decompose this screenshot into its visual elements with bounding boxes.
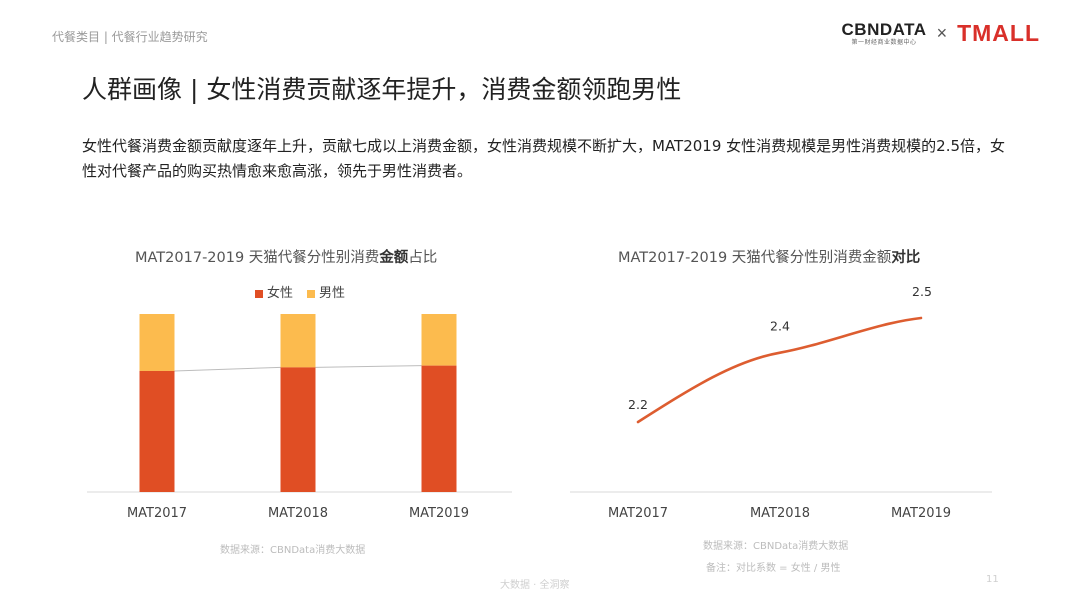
footer-text: 大数据 · 全洞察 [500,580,570,591]
line-chart-title-prefix: MAT2017-2019 天猫代餐分性别消费金额 [618,250,892,266]
logo-group: CBNDATA 第一财经商业数据中心 × TMALL [842,20,1040,47]
cbndata-logo: CBNDATA 第一财经商业数据中心 [841,19,927,47]
bar-chart-title: MAT2017-2019 天猫代餐分性别消费金额占比 [135,246,437,267]
bar-connector-1 [174,366,281,372]
legend-label-male: 男性 [319,286,346,301]
bar-chart-source: 数据来源：CBNData消费大数据 [220,545,366,556]
line-x-tick-MAT2019: MAT2019 [891,506,951,521]
bar-x-tick-MAT2018: MAT2018 [268,506,328,521]
bar-male-MAT2018 [280,314,316,368]
bar-chart-title-suffix: 占比 [408,250,438,266]
line-series [636,316,923,424]
legend-label-female: 女性 [267,286,294,301]
line-data-label-MAT2019: 2.5 [912,284,932,299]
line-chart-title-bold: 对比 [891,250,921,266]
line-chart-title: MAT2017-2019 天猫代餐分性别消费金额对比 [618,246,920,267]
line-chart-note: 备注：对比系数 = 女性 / 男性 [706,563,841,574]
page-title: 人群画像 | 女性消费贡献逐年提升，消费金额领跑男性 [82,75,682,104]
bar-female-MAT2018 [280,367,316,492]
bar-female-MAT2019 [421,365,457,492]
legend-swatch-female [255,289,263,298]
times-icon: × [936,23,948,43]
line-x-tick-MAT2017: MAT2017 [608,506,668,521]
line-x-tick-MAT2018: MAT2018 [750,506,810,521]
bar-x-tick-MAT2017: MAT2017 [127,506,187,521]
bar-male-MAT2019 [421,314,457,366]
breadcrumb: 代餐类目 | 代餐行业趋势研究 [52,30,208,44]
bar-chart-title-prefix: MAT2017-2019 天猫代餐分性别消费 [135,250,380,266]
cbndata-logo-subtext: 第一财经商业数据中心 [851,38,917,46]
line-chart-source: 数据来源：CBNData消费大数据 [703,541,849,552]
bar-x-tick-MAT2019: MAT2019 [409,506,469,521]
legend-item-female: 女性 [255,282,293,301]
bar-female-MAT2017 [139,370,175,492]
page-description: 女性代餐消费金额贡献度逐年上升，贡献七成以上消费金额，女性消费规模不断扩大，MA… [82,137,1006,180]
line-data-label-MAT2017: 2.2 [628,397,648,412]
legend-item-male: 男性 [307,282,345,301]
page-number: 11 [986,574,999,585]
bar-chart-legend: 女性 男性 [255,282,345,301]
legend-swatch-male [307,289,316,298]
line-data-label-MAT2018: 2.4 [770,319,790,334]
bar-male-MAT2017 [139,314,175,371]
cbndata-logo-text: CBNDATA [841,19,927,39]
tmall-logo: TMALL [957,20,1040,46]
bar-chart-title-bold: 金额 [379,250,409,266]
bar-connector-2 [315,365,422,368]
